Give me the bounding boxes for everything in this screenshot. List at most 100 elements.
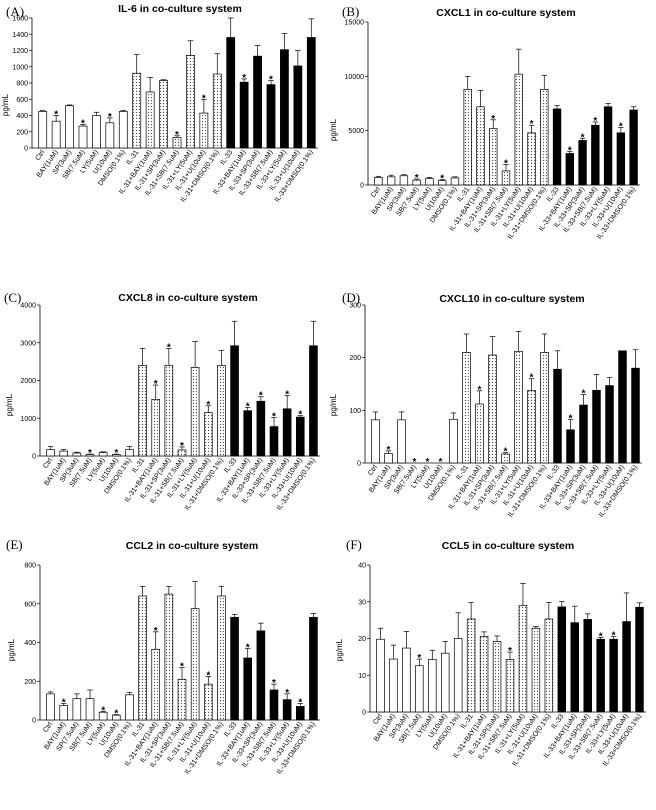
bar — [46, 693, 55, 721]
bar — [151, 399, 161, 457]
bar — [282, 699, 292, 721]
bar — [453, 638, 463, 713]
bar — [402, 647, 411, 713]
significance-star: * — [285, 390, 289, 401]
bar — [609, 638, 618, 713]
significance-star: * — [175, 130, 179, 141]
bar — [389, 658, 398, 713]
y-tick-label: 1600 — [12, 16, 28, 23]
significance-star: * — [387, 445, 391, 456]
bar — [125, 694, 134, 721]
significance-star: * — [415, 173, 419, 184]
significance-star: * — [154, 626, 158, 637]
bar — [603, 106, 613, 186]
bar — [514, 73, 523, 186]
bar — [596, 638, 605, 713]
bar — [428, 659, 437, 713]
y-tick-label: 40 — [358, 563, 366, 570]
significance-star: * — [298, 698, 302, 709]
significance-star: * — [259, 391, 263, 402]
y-tick-label: 0 — [362, 710, 366, 717]
bar — [177, 678, 187, 721]
panel-letter: (D) — [342, 290, 360, 305]
significance-star: * — [114, 709, 118, 720]
significance-star: * — [440, 174, 444, 185]
bar — [230, 616, 239, 721]
bar — [527, 132, 536, 186]
bar — [282, 408, 292, 457]
bar — [476, 106, 485, 186]
significance-star: * — [478, 385, 482, 396]
bar — [631, 367, 640, 464]
chart-area: 0100200300Ctrl*BAY(1uM)SP(3uM)*SB(7.5uM)… — [349, 303, 642, 519]
y-tick-label: 10 — [358, 673, 366, 680]
bar — [605, 385, 614, 464]
bar — [376, 638, 385, 713]
bar — [46, 449, 55, 457]
bar — [203, 412, 213, 457]
x-tick-label: Ctrl — [42, 457, 54, 470]
significance-star: * — [272, 678, 276, 689]
y-tick-label: 400 — [24, 640, 36, 647]
bar — [578, 140, 587, 186]
bar — [540, 352, 549, 464]
significance-star: * — [619, 121, 623, 132]
panel-b: (B) CXCL1 in co-culture system pg/mL 0 50… — [329, 4, 640, 241]
bar — [450, 177, 460, 186]
bar — [489, 128, 498, 186]
bar — [151, 648, 161, 721]
significance-star: * — [593, 116, 597, 127]
bar — [293, 65, 303, 149]
bar — [212, 73, 222, 149]
y-tick-label: 800 — [24, 563, 36, 570]
bar — [479, 635, 489, 713]
y-tick-label: 200 — [16, 129, 28, 136]
panel-letter: (E) — [6, 537, 23, 552]
bar — [132, 72, 142, 149]
y-tick-label: 3000 — [20, 340, 36, 347]
significance-star: * — [246, 642, 250, 653]
bar — [72, 452, 82, 457]
chart-area: 01000200030004000CtrlBAY(1uM)SP(3uM)*SB(… — [20, 303, 320, 512]
bar — [217, 365, 226, 457]
y-tick-label: 5000 — [348, 128, 364, 135]
y-axis-label: pg/mL — [329, 393, 338, 416]
bar — [295, 416, 305, 457]
y-axis-label: pg/mL — [335, 638, 344, 661]
y-tick-label: 0 — [32, 718, 36, 725]
bar — [256, 630, 266, 721]
significance-star: * — [81, 118, 85, 129]
bar — [269, 426, 279, 457]
significance-star: * — [206, 400, 210, 411]
bar — [138, 365, 147, 457]
y-tick-label: 200 — [24, 679, 36, 686]
bar — [466, 618, 476, 713]
y-tick-label: 2000 — [20, 378, 36, 385]
bar — [239, 81, 249, 149]
significance-star: * — [202, 93, 206, 104]
y-tick-label: 1400 — [12, 32, 28, 39]
bar — [105, 122, 115, 149]
bar — [449, 418, 458, 464]
y-tick-label: 100 — [349, 408, 361, 415]
panel-f: (F) CCL5 in co-culture system pg/mL 0 10 2… — [335, 537, 646, 768]
significance-star: * — [413, 457, 417, 468]
bar — [118, 111, 128, 149]
bar — [579, 404, 588, 464]
bar — [425, 178, 434, 186]
significance-star: * — [569, 413, 573, 424]
y-tick-label: 800 — [16, 81, 28, 88]
y-tick-label: 10000 — [345, 74, 365, 81]
bar — [635, 606, 644, 713]
significance-star: * — [180, 662, 184, 673]
panel-letter: (A) — [6, 4, 24, 19]
significance-star: * — [504, 446, 508, 457]
significance-star: * — [285, 688, 289, 699]
significance-star: * — [491, 114, 495, 125]
y-axis-label: pg/mL — [1, 93, 10, 116]
bar — [190, 366, 200, 457]
significance-star: * — [62, 698, 66, 709]
bar — [371, 419, 380, 464]
significance-star: * — [530, 373, 534, 384]
bar — [280, 49, 289, 149]
